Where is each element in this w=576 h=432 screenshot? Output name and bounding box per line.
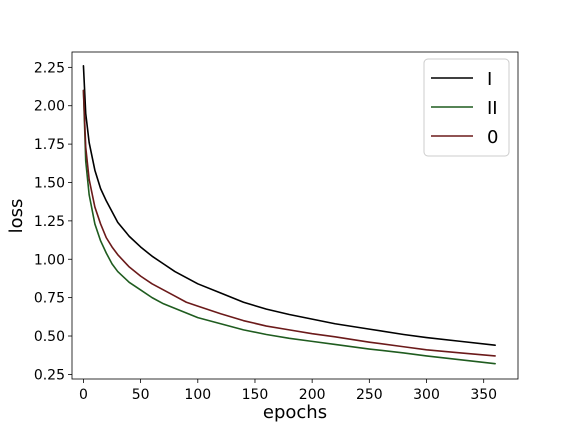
legend-label-1: I: [487, 69, 492, 90]
y-tick-label: 0.50: [34, 329, 65, 345]
x-tick-label: 150: [242, 387, 269, 403]
plot-frame: [71, 51, 519, 380]
x-axis-title: epochs: [263, 402, 327, 423]
series-layer: [82, 65, 496, 365]
x-tick-label: 0: [79, 387, 88, 403]
y-tick-label: 1.50: [34, 175, 65, 191]
x-tick-label: 200: [299, 387, 326, 403]
y-tick-label: 0.25: [34, 367, 65, 383]
series-line-2: [82, 89, 496, 365]
x-tick-label: 350: [470, 387, 497, 403]
legend-label-3: 0: [487, 127, 498, 148]
x-tick-label: 100: [184, 387, 211, 403]
series-line-1: [82, 65, 496, 347]
x-tick-label: 50: [132, 387, 150, 403]
x-axis: 0 50 100 150 200 250 300 350: [79, 379, 497, 403]
y-tick-label: 0.75: [34, 291, 65, 307]
y-tick-label: 1.00: [34, 252, 65, 268]
y-axis-title: loss: [6, 199, 27, 234]
y-tick-label: 1.75: [34, 137, 65, 153]
y-tick-label: 2.00: [34, 99, 65, 115]
y-axis: 0.25 0.50 0.75 1.00 1.25 1.50 1.75 2.00 2.25: [34, 60, 72, 383]
legend-label-2: II: [487, 98, 498, 119]
x-tick-label: 300: [413, 387, 440, 403]
y-tick-label: 1.25: [34, 214, 65, 230]
x-tick-label: 250: [356, 387, 383, 403]
series-line-3: [82, 89, 496, 357]
y-tick-label: 2.25: [34, 60, 65, 76]
